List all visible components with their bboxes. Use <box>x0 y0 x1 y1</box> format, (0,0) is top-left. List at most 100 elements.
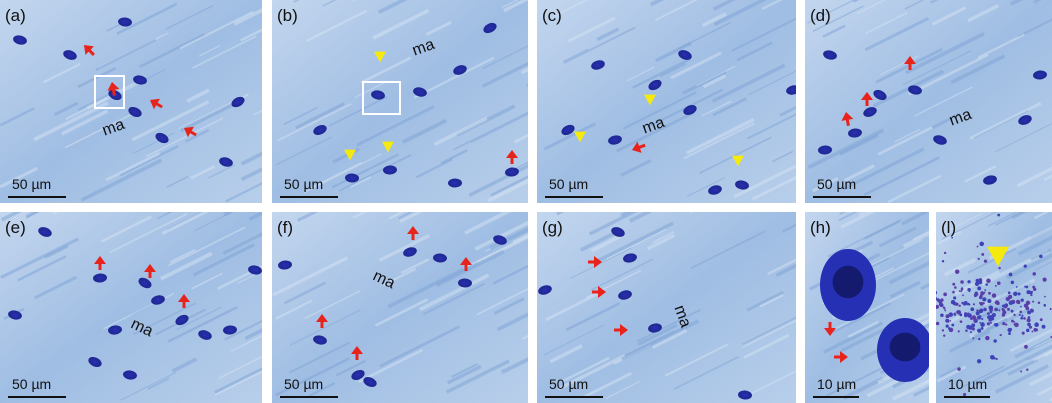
granule <box>934 319 936 321</box>
granule <box>1017 292 1020 295</box>
granule <box>1029 291 1032 294</box>
granule <box>1019 310 1022 313</box>
granule <box>952 283 955 286</box>
granule <box>1021 315 1023 317</box>
granule <box>977 359 981 363</box>
granule <box>1039 255 1043 259</box>
scale-label: 50 µm <box>549 376 588 392</box>
scale-label: 10 µm <box>817 376 856 392</box>
panel: (a)ma50 µm <box>0 0 315 203</box>
granule <box>1050 308 1052 310</box>
granule <box>1032 272 1036 276</box>
panel: (c)ma50 µm <box>537 0 828 203</box>
cell-core <box>833 266 864 298</box>
granule <box>1008 295 1012 299</box>
granule <box>963 393 966 396</box>
granule <box>990 322 992 324</box>
granule <box>961 288 964 291</box>
granule <box>946 325 949 328</box>
scale-label: 50 µm <box>284 376 323 392</box>
granule <box>1026 369 1028 371</box>
granule <box>1028 316 1031 319</box>
granule <box>951 324 954 327</box>
granule <box>960 290 962 292</box>
granule <box>987 322 990 325</box>
granule <box>949 328 954 333</box>
granule <box>1005 323 1007 325</box>
panel-label: (l) <box>941 218 956 237</box>
granule <box>966 325 970 329</box>
granule <box>933 240 935 242</box>
granule <box>979 242 984 247</box>
granule <box>958 330 960 332</box>
granule <box>990 309 993 312</box>
granule <box>931 320 933 322</box>
granule <box>1032 331 1034 333</box>
granule <box>988 312 990 314</box>
granule <box>996 358 998 360</box>
granule <box>998 309 1000 311</box>
granule <box>950 320 952 322</box>
granule <box>995 285 997 287</box>
granule <box>967 280 970 283</box>
granule <box>1000 334 1002 336</box>
granule <box>944 310 946 312</box>
granule <box>972 337 974 339</box>
granule <box>1032 301 1034 303</box>
granule <box>978 258 980 260</box>
granule <box>940 314 944 318</box>
granule <box>953 313 956 316</box>
granule <box>984 289 986 291</box>
granule <box>985 336 989 340</box>
granule <box>951 300 955 304</box>
granule <box>980 294 983 297</box>
granule <box>984 309 986 311</box>
granule <box>965 329 968 332</box>
granule <box>1034 322 1039 327</box>
granule <box>980 322 985 327</box>
granule <box>990 355 995 360</box>
granule <box>1024 264 1027 267</box>
granule <box>1044 296 1046 298</box>
granule <box>997 214 1000 217</box>
granule <box>996 323 998 325</box>
granule <box>987 299 991 303</box>
granule <box>933 297 937 301</box>
panel-label: (d) <box>810 6 831 25</box>
granule <box>947 320 950 323</box>
panel-label: (h) <box>810 218 831 237</box>
panel-bg <box>0 0 262 203</box>
granule <box>1021 299 1024 302</box>
granule <box>1014 323 1019 328</box>
granule <box>1022 332 1025 335</box>
granule <box>933 291 937 295</box>
granule <box>980 302 984 306</box>
granule <box>982 292 985 295</box>
granule <box>1032 286 1035 289</box>
panel: (d)ma50 µm <box>805 0 1052 203</box>
granule <box>975 292 978 295</box>
granule <box>951 237 953 239</box>
granule <box>977 286 981 290</box>
panel-bg <box>537 0 796 203</box>
granule <box>997 281 1001 285</box>
granule <box>1002 308 1005 311</box>
granule <box>934 314 936 316</box>
granule <box>1023 317 1026 320</box>
granule <box>1013 323 1015 325</box>
granule <box>981 253 984 256</box>
granule <box>1008 291 1011 294</box>
granule <box>978 338 980 340</box>
granule <box>996 309 998 311</box>
panel-label: (c) <box>542 6 562 25</box>
granule <box>957 367 960 370</box>
granule <box>955 270 959 274</box>
granule <box>1009 273 1013 277</box>
granule <box>981 318 983 320</box>
granule <box>935 305 939 309</box>
granule <box>1013 292 1017 296</box>
granule <box>942 329 944 331</box>
granule <box>962 294 964 296</box>
panel-bg <box>805 0 1052 203</box>
granule <box>998 267 1000 269</box>
